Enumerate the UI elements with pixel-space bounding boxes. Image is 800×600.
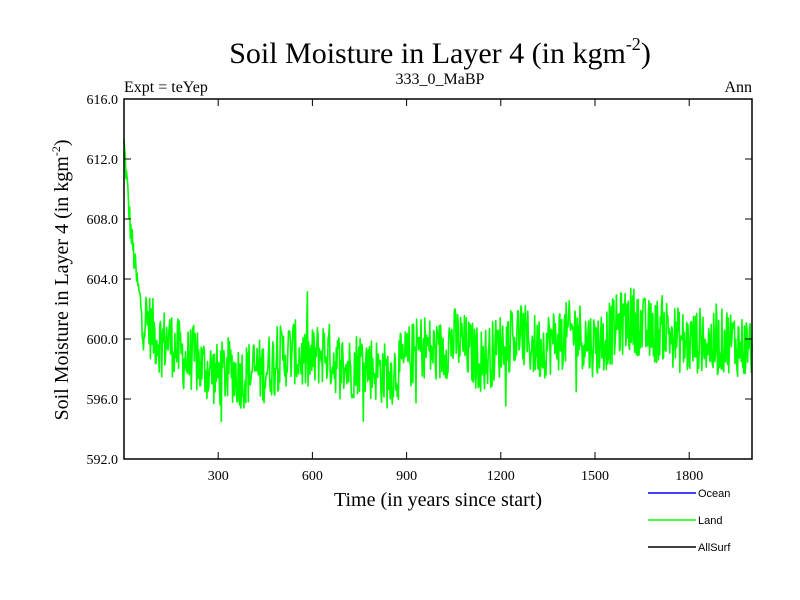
y-tick-label: 592.0 xyxy=(87,453,119,468)
subtitle-left: Expt = teYep xyxy=(124,79,208,96)
x-tick-label: 600 xyxy=(302,469,323,484)
x-tick-label: 1500 xyxy=(581,469,609,484)
legend-label-allsurf: AllSurf xyxy=(698,542,731,554)
y-axis-label-close: ) xyxy=(51,139,73,146)
y-tick-label: 608.0 xyxy=(87,213,119,228)
legend-label-ocean: Ocean xyxy=(698,488,730,500)
chart-title-main: Soil Moisture in Layer 4 (in kgm xyxy=(229,37,626,70)
x-tick-label: 300 xyxy=(208,469,229,484)
plot-frame xyxy=(123,98,753,460)
y-axis-label: Soil Moisture in Layer 4 (in kgm-2) xyxy=(49,139,73,420)
y-tick-label: 604.0 xyxy=(87,273,119,288)
chart-title: Soil Moisture in Layer 4 (in kgm-2) xyxy=(229,34,651,70)
subtitle-center: 333_0_MaBP xyxy=(396,71,485,88)
y-axis-label-sup: -2 xyxy=(49,146,63,156)
y-tick-label: 612.0 xyxy=(87,153,119,168)
x-axis-label: Time (in years since start) xyxy=(334,489,542,511)
y-tick-label: 596.0 xyxy=(87,393,119,408)
x-tick-label: 1200 xyxy=(487,469,515,484)
subtitle-right: Ann xyxy=(724,79,752,96)
x-tick-label: 1800 xyxy=(675,469,703,484)
legend: Ocean Land AllSurf xyxy=(648,488,731,554)
series-line-land xyxy=(123,139,753,423)
chart-title-sup: -2 xyxy=(626,34,641,54)
y-tick-label: 600.0 xyxy=(87,333,119,348)
x-ticks: 300 600 900 1200 1500 1800 xyxy=(208,99,703,484)
chart-title-close: ) xyxy=(641,37,651,70)
legend-label-land: Land xyxy=(698,515,722,527)
y-axis-label-main: Soil Moisture in Layer 4 (in kgm xyxy=(51,156,73,421)
x-tick-label: 900 xyxy=(396,469,417,484)
series-layer xyxy=(123,139,753,423)
y-ticks: 592.0 596.0 600.0 604.0 608.0 612.0 616.0 xyxy=(87,93,752,468)
y-tick-label: 616.0 xyxy=(87,93,119,108)
